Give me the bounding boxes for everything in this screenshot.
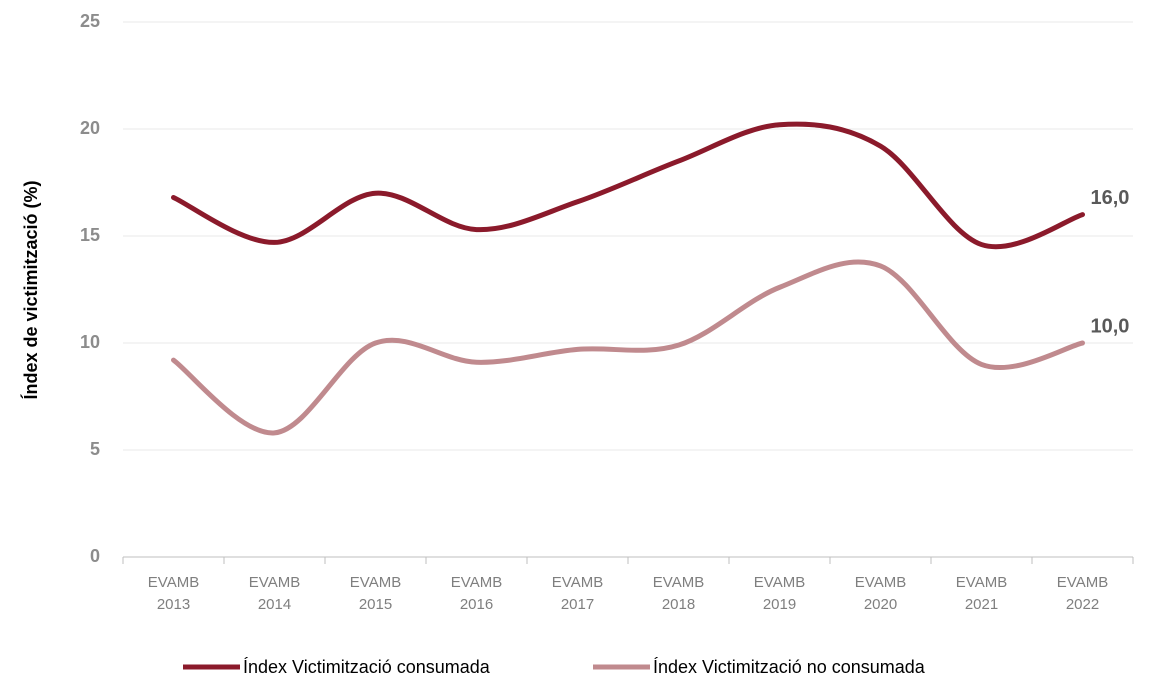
y-tick-label: 5 — [90, 439, 100, 459]
x-tick-label-line: EVAMB — [249, 574, 300, 591]
legend-label: Índex Victimització consumada — [243, 657, 491, 677]
x-tick-label-line: EVAMB — [754, 574, 805, 591]
data-label: 16,0 — [1091, 187, 1130, 209]
x-tick-label-line: EVAMB — [350, 574, 401, 591]
x-tick-label-line: EVAMB — [1057, 574, 1108, 591]
x-tick-label: EVAMB 2022 — [1057, 574, 1108, 613]
y-tick-label: 10 — [80, 332, 100, 352]
x-tick-label-line: EVAMB — [855, 574, 906, 591]
x-tick-label: EVAMB 2017 — [552, 574, 603, 613]
x-tick-label: EVAMB 2018 — [653, 574, 704, 613]
y-tick-label: 25 — [80, 11, 100, 31]
x-tick-label: EVAMB 2013 — [148, 574, 199, 613]
x-tick-label-line: 2020 — [864, 596, 897, 613]
y-axis-title: Índex de victimització (%) — [20, 180, 41, 399]
x-tick-label: EVAMB 2019 — [754, 574, 805, 613]
x-tick-label-line: 2014 — [258, 596, 291, 613]
x-tick-label-line: 2015 — [359, 596, 392, 613]
x-tick-label: EVAMB 2014 — [249, 574, 300, 613]
x-tick-label-line: EVAMB — [148, 574, 199, 591]
x-tick-label-line: EVAMB — [956, 574, 1007, 591]
x-tick-label-line: EVAMB — [552, 574, 603, 591]
legend-label: Índex Victimització no consumada — [653, 657, 926, 677]
x-tick-label-line: 2017 — [561, 596, 594, 613]
x-tick-label: EVAMB 2015 — [350, 574, 401, 613]
series-line — [171, 259, 1085, 436]
x-tick-label-line: EVAMB — [653, 574, 704, 591]
y-tick-label: 20 — [80, 118, 100, 138]
x-tick-label-line: 2021 — [965, 596, 998, 613]
data-label: 10,0 — [1091, 315, 1130, 337]
x-tick-label: EVAMB 2016 — [451, 574, 502, 613]
y-tick-label: 15 — [80, 225, 100, 245]
y-tick-label: 0 — [90, 546, 100, 566]
x-tick-label-line: 2019 — [763, 596, 796, 613]
x-tick-label-line: 2022 — [1066, 596, 1099, 613]
x-tick-label: EVAMB 2021 — [956, 574, 1007, 613]
x-tick-label-line: EVAMB — [451, 574, 502, 591]
series-line — [171, 121, 1085, 250]
x-tick-label: EVAMB 2020 — [855, 574, 906, 613]
x-tick-label-line: 2018 — [662, 596, 695, 613]
x-tick-label-line: 2016 — [460, 596, 493, 613]
x-tick-label-line: 2013 — [157, 596, 190, 613]
